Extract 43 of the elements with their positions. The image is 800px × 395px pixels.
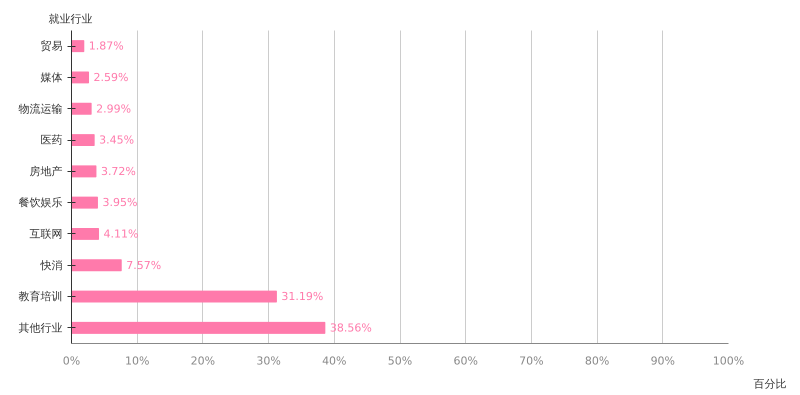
bar xyxy=(72,165,96,178)
bar xyxy=(72,102,92,115)
y-tick-label: 房地产 xyxy=(30,164,62,178)
x-tick-label: 0% xyxy=(62,354,80,368)
x-tick-label: 90% xyxy=(650,354,676,368)
x-tick-label: 100% xyxy=(712,354,744,368)
y-tick-label: 媒体 xyxy=(40,70,62,84)
bar xyxy=(72,290,277,303)
data-label: 2.59% xyxy=(94,70,128,84)
x-axis-title: 百分比 xyxy=(754,378,786,390)
bar xyxy=(72,40,84,52)
y-tick-label: 餐饮娱乐 xyxy=(18,196,62,210)
bar xyxy=(72,134,95,146)
bar xyxy=(72,71,90,84)
x-tick-label: 50% xyxy=(388,354,412,368)
y-tick-label: 互联网 xyxy=(30,227,62,240)
data-label: 2.99% xyxy=(96,102,132,116)
y-tick-label: 医药 xyxy=(40,134,62,147)
y-tick-label: 教育培训 xyxy=(18,290,62,304)
y-axis-title: 就业行业 xyxy=(48,12,92,26)
y-tick-label: 快消 xyxy=(40,258,62,272)
bar xyxy=(72,322,326,334)
y-tick-label: 其他行业 xyxy=(18,321,62,334)
bar xyxy=(72,228,100,240)
bar xyxy=(72,259,122,272)
bar xyxy=(72,196,98,209)
y-tick-label: 贸易 xyxy=(40,40,62,53)
x-tick-label: 30% xyxy=(256,354,281,368)
data-label: 3.45% xyxy=(99,134,134,147)
data-label: 3.72% xyxy=(100,164,136,178)
data-label: 38.56% xyxy=(330,321,372,334)
x-tick-label: 60% xyxy=(453,354,478,368)
x-tick-label: 20% xyxy=(190,354,216,368)
x-tick-label: 10% xyxy=(124,354,150,368)
data-label: 31.19% xyxy=(281,290,324,304)
data-label: 3.95% xyxy=(102,196,138,210)
data-label: 4.11% xyxy=(104,227,138,240)
y-tick-label: 物流运输 xyxy=(18,102,62,116)
data-label: 7.57% xyxy=(126,258,162,272)
x-tick-label: 80% xyxy=(584,354,610,368)
x-tick-label: 70% xyxy=(519,354,544,368)
x-tick-label: 40% xyxy=(322,354,347,368)
data-label: 1.87% xyxy=(88,40,124,53)
